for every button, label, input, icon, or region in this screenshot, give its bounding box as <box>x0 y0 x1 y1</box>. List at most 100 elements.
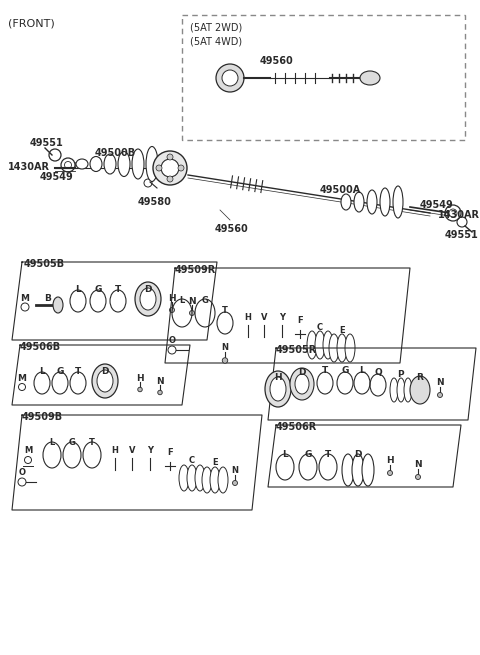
Text: E: E <box>212 458 218 467</box>
Text: 49551: 49551 <box>445 230 479 240</box>
Text: C: C <box>189 456 195 465</box>
Text: 49580: 49580 <box>138 197 172 207</box>
Text: H: H <box>111 446 119 455</box>
Ellipse shape <box>295 374 309 394</box>
Ellipse shape <box>135 282 161 316</box>
Text: T: T <box>89 438 95 447</box>
Ellipse shape <box>195 465 205 491</box>
Circle shape <box>167 176 173 182</box>
Text: C: C <box>317 323 323 332</box>
Text: H: H <box>136 374 144 383</box>
Text: 49505R: 49505R <box>276 345 317 355</box>
Text: F: F <box>167 448 173 457</box>
Text: 49506B: 49506B <box>20 342 61 352</box>
Ellipse shape <box>53 297 63 313</box>
Text: B: B <box>45 294 51 303</box>
Text: G: G <box>202 296 208 305</box>
Ellipse shape <box>187 465 197 491</box>
Text: G: G <box>69 438 75 447</box>
Ellipse shape <box>354 192 364 212</box>
Text: E: E <box>339 326 345 335</box>
Text: G: G <box>94 285 102 294</box>
Text: H: H <box>274 373 282 382</box>
Text: H: H <box>386 456 394 465</box>
Text: 49509B: 49509B <box>22 412 63 422</box>
Text: D: D <box>298 368 306 377</box>
Ellipse shape <box>341 194 351 210</box>
Text: 1430AR: 1430AR <box>438 210 480 220</box>
Ellipse shape <box>218 467 228 493</box>
Text: T: T <box>115 285 121 294</box>
Circle shape <box>437 392 443 398</box>
Text: M: M <box>24 446 32 455</box>
Text: G: G <box>56 367 64 376</box>
Text: D: D <box>354 450 362 459</box>
Text: T: T <box>325 450 331 459</box>
Text: G: G <box>341 366 348 375</box>
Ellipse shape <box>345 334 355 362</box>
Ellipse shape <box>270 377 286 401</box>
Text: (5AT 2WD): (5AT 2WD) <box>190 23 242 33</box>
Ellipse shape <box>410 376 430 404</box>
Text: N: N <box>221 343 228 352</box>
Text: M: M <box>17 374 26 383</box>
Circle shape <box>416 474 420 479</box>
Text: T: T <box>75 367 81 376</box>
Text: F: F <box>297 316 303 325</box>
Ellipse shape <box>360 71 380 85</box>
Circle shape <box>167 154 173 160</box>
Text: N: N <box>436 378 444 387</box>
Text: R: R <box>417 373 423 382</box>
Ellipse shape <box>323 331 333 359</box>
Circle shape <box>178 165 184 171</box>
Text: V: V <box>261 313 267 322</box>
Text: 49505B: 49505B <box>24 259 65 269</box>
Text: Y: Y <box>147 446 153 455</box>
Ellipse shape <box>307 331 317 359</box>
Ellipse shape <box>132 149 144 179</box>
Ellipse shape <box>290 368 314 400</box>
Ellipse shape <box>393 186 403 218</box>
Text: O: O <box>19 468 25 477</box>
Text: 49549: 49549 <box>420 200 454 210</box>
Circle shape <box>169 307 175 312</box>
Ellipse shape <box>352 454 364 486</box>
Ellipse shape <box>404 378 412 402</box>
Circle shape <box>449 209 457 217</box>
Text: O: O <box>168 336 176 345</box>
Ellipse shape <box>97 370 113 392</box>
Text: Y: Y <box>279 313 285 322</box>
Text: N: N <box>156 377 164 386</box>
Circle shape <box>222 358 228 364</box>
Ellipse shape <box>118 151 130 176</box>
Ellipse shape <box>342 454 354 486</box>
Text: L: L <box>180 296 185 305</box>
Text: V: V <box>129 446 135 455</box>
Text: L: L <box>39 367 45 376</box>
Text: 49506R: 49506R <box>276 422 317 432</box>
Text: (5AT 4WD): (5AT 4WD) <box>190 37 242 47</box>
Text: T: T <box>222 306 228 315</box>
Ellipse shape <box>362 454 374 486</box>
Text: L: L <box>49 438 55 447</box>
Text: 1430AR: 1430AR <box>8 162 50 172</box>
Text: M: M <box>21 294 29 303</box>
Text: P: P <box>396 370 403 379</box>
Text: (FRONT): (FRONT) <box>8 18 55 28</box>
Text: G: G <box>304 450 312 459</box>
Circle shape <box>156 165 162 171</box>
Text: N: N <box>188 297 196 306</box>
Text: 49560: 49560 <box>260 56 294 66</box>
Ellipse shape <box>315 331 325 359</box>
Ellipse shape <box>222 70 238 86</box>
Ellipse shape <box>367 190 377 214</box>
Text: H: H <box>168 294 176 303</box>
Circle shape <box>387 470 393 476</box>
Ellipse shape <box>90 157 102 172</box>
Ellipse shape <box>390 378 398 402</box>
Ellipse shape <box>146 147 158 181</box>
Text: L: L <box>75 285 81 294</box>
Circle shape <box>138 387 142 392</box>
Ellipse shape <box>380 188 390 216</box>
Text: 49551: 49551 <box>30 138 64 148</box>
